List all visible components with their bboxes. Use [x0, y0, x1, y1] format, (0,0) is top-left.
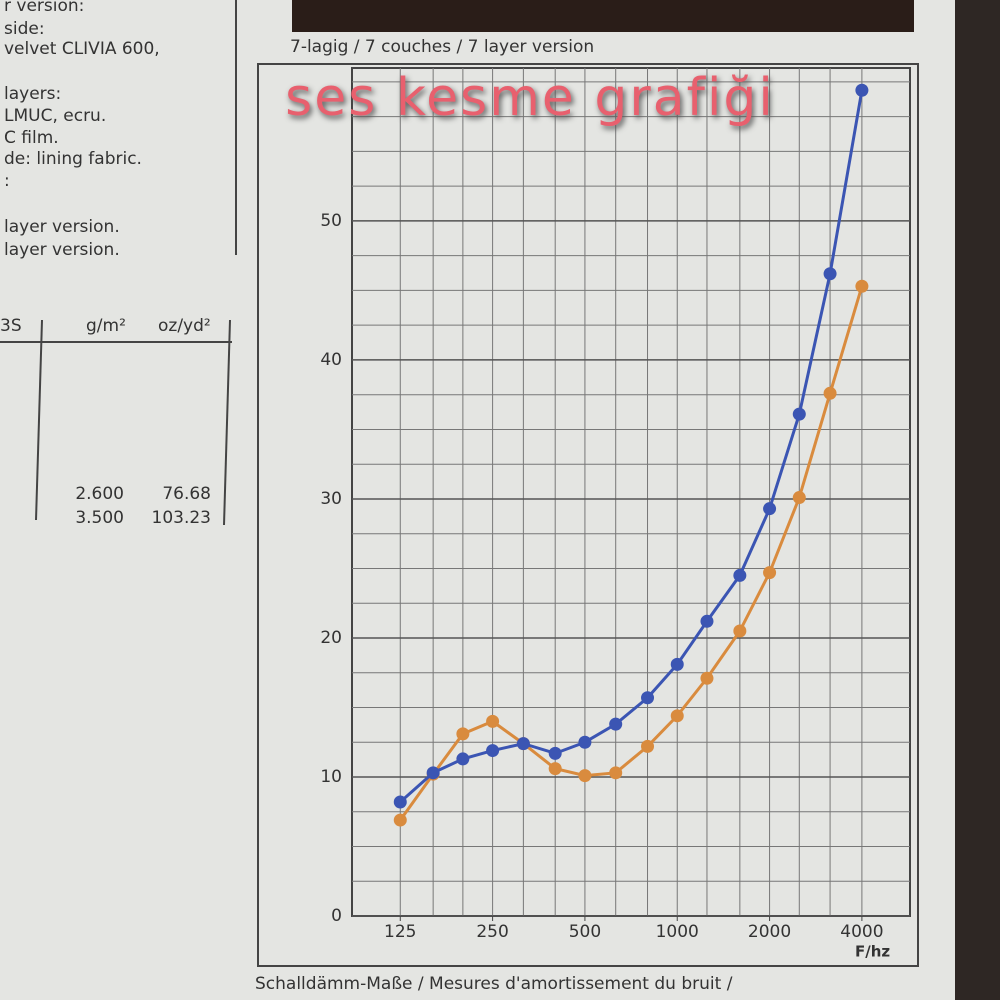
caption: Schalldämm-Maße / Mesures d'amortissemen…: [255, 974, 733, 994]
table-header: 3S: [0, 316, 22, 336]
table-cell: 2.600: [75, 484, 124, 504]
table-rule: [35, 319, 43, 521]
data-point: [700, 671, 714, 685]
data-point: [670, 709, 684, 723]
x-tick-label: 1000: [656, 922, 699, 942]
data-point: [456, 752, 470, 766]
background-edge: [955, 0, 1000, 1000]
y-tick-label: 50: [320, 211, 342, 231]
data-point: [393, 813, 407, 827]
x-tick-label: 500: [569, 922, 601, 942]
data-point: [733, 568, 747, 582]
table-header: oz/yd²: [158, 316, 211, 336]
data-point: [486, 744, 500, 758]
document-line: de: lining fabric.: [4, 149, 142, 169]
y-tick-label: 20: [320, 628, 342, 648]
data-point: [763, 566, 777, 580]
data-point: [641, 691, 655, 705]
data-point: [578, 735, 592, 749]
table-cell: 3.500: [75, 508, 124, 528]
frame: [257, 63, 919, 967]
y-tick-label: 0: [331, 906, 342, 926]
y-tick-label: 10: [320, 767, 342, 787]
table-header: g/m²: [86, 316, 126, 336]
layer-label: 7-lagig / 7 couches / 7 layer version: [290, 37, 594, 57]
data-point: [548, 746, 562, 760]
plot-area: [351, 67, 911, 917]
data-point: [733, 624, 747, 638]
data-point: [670, 657, 684, 671]
series-line: [399, 285, 864, 821]
data-point: [516, 737, 530, 751]
data-point: [855, 279, 869, 293]
document-line: :: [4, 171, 10, 191]
data-point: [855, 83, 869, 97]
x-tick-label: 250: [476, 922, 508, 942]
data-point: [426, 766, 440, 780]
document-line: layer version.: [4, 240, 120, 260]
data-point: [548, 762, 562, 776]
data-point: [456, 727, 470, 741]
data-point: [823, 267, 837, 281]
data-point: [609, 766, 623, 780]
table-rule: [223, 319, 231, 526]
document-line: layers:: [4, 84, 61, 104]
chart-title: ses kesme grafiği: [285, 68, 775, 128]
data-point: [393, 795, 407, 809]
document-line: C film.: [4, 128, 59, 148]
y-tick-label: 30: [320, 489, 342, 509]
document-line: LMUC, ecru.: [4, 106, 106, 126]
data-point: [641, 739, 655, 753]
data-point: [609, 717, 623, 731]
photo-strip: [292, 0, 914, 32]
document-line: velvet CLIVIA 600,: [4, 39, 160, 59]
y-tick-label: 40: [320, 350, 342, 370]
table-cell: 76.68: [162, 484, 211, 504]
x-tick-label: 125: [384, 922, 416, 942]
data-point: [763, 502, 777, 516]
x-tick-label: 2000: [748, 922, 791, 942]
data-point: [792, 491, 806, 505]
series-line: [399, 89, 864, 804]
table-cell: 103.23: [152, 508, 211, 528]
data-point: [792, 407, 806, 421]
document-line: r version:: [4, 0, 84, 16]
x-axis-label: F/hz: [855, 943, 890, 961]
x-tick-label: 4000: [840, 922, 883, 942]
data-point: [486, 714, 500, 728]
data-point: [700, 614, 714, 628]
data-point: [823, 386, 837, 400]
document-line: side:: [4, 19, 45, 39]
data-point: [578, 769, 592, 783]
document-line: layer version.: [4, 217, 120, 237]
